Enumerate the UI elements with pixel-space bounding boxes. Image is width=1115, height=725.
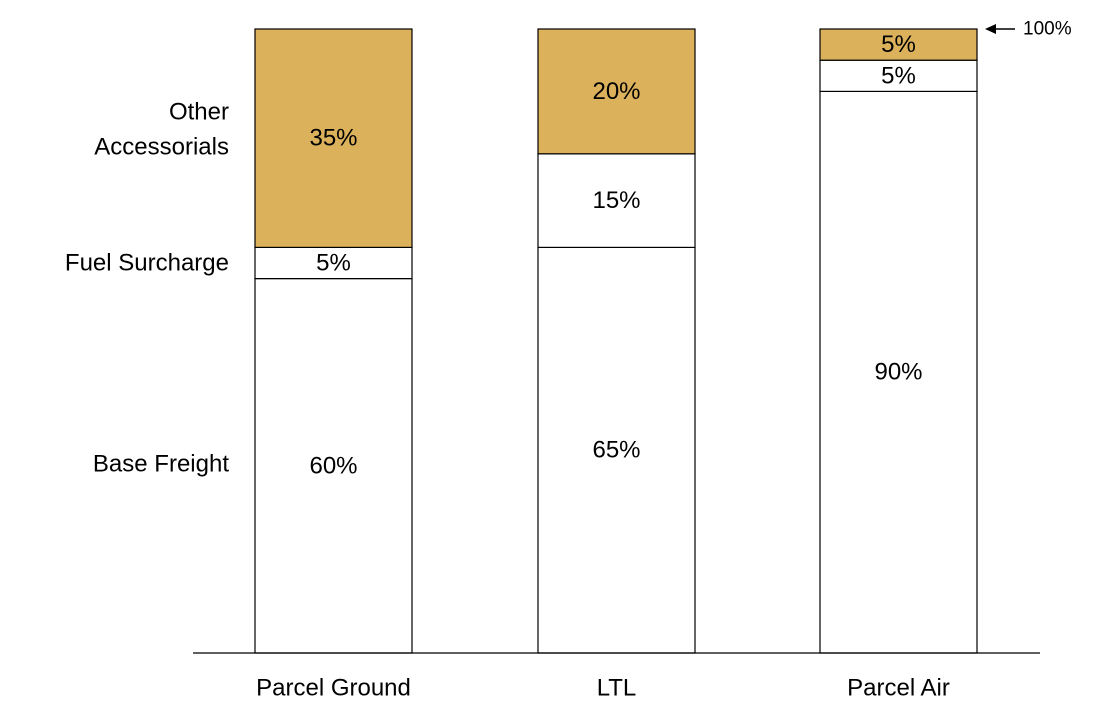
series-labels-group: Base Freight Fuel Surcharge Other Accessori… bbox=[65, 98, 229, 477]
category-label-ltl: LTL bbox=[597, 675, 637, 702]
segment-labels-group: 60% 5% 35% 65% 15% 20% 90% 5% 5% bbox=[309, 31, 922, 479]
bar-segment-parcel-ground-base-freight bbox=[254, 278, 413, 654]
bar-segment-ltl-base-freight bbox=[537, 246, 696, 654]
data-label-parcel-air-base-freight: 90% bbox=[874, 359, 922, 386]
data-label-ltl-other-accessorials: 20% bbox=[592, 78, 640, 105]
bar-segment-ltl-fuel-surcharge bbox=[537, 153, 696, 249]
category-labels-group: Parcel Ground LTL Parcel Air bbox=[256, 675, 950, 702]
bar-segment-ltl-other-accessorials bbox=[537, 28, 696, 155]
annotation-arrow-head bbox=[985, 24, 996, 34]
data-label-parcel-air-other-accessorials: 5% bbox=[881, 31, 916, 58]
data-label-ltl-base-freight: 65% bbox=[592, 437, 640, 464]
bar-segment-parcel-air-fuel-surcharge bbox=[819, 59, 978, 93]
series-label-base-freight: Base Freight bbox=[93, 450, 229, 477]
data-label-parcel-ground-fuel-surcharge: 5% bbox=[316, 250, 351, 277]
data-label-parcel-ground-base-freight: 60% bbox=[309, 452, 357, 479]
data-label-parcel-ground-other-accessorials: 35% bbox=[309, 125, 357, 152]
category-label-parcel-ground: Parcel Ground bbox=[256, 675, 411, 702]
data-label-ltl-fuel-surcharge: 15% bbox=[592, 187, 640, 214]
bar-segment-parcel-air-other-accessorials bbox=[819, 28, 978, 61]
data-label-parcel-air-fuel-surcharge: 5% bbox=[881, 62, 916, 89]
series-label-other-accessorials: Other Accessorials bbox=[94, 98, 229, 160]
annotation-group: 100% bbox=[985, 19, 1072, 40]
bars-group bbox=[254, 28, 978, 654]
series-label-fuel-surcharge: Fuel Surcharge bbox=[65, 250, 229, 277]
bar-segment-parcel-ground-fuel-surcharge bbox=[254, 246, 413, 280]
annotation-label: 100% bbox=[1023, 19, 1072, 40]
bar-segment-parcel-air-base-freight bbox=[819, 90, 978, 654]
bar-segment-parcel-ground-other-accessorials bbox=[254, 28, 413, 248]
category-label-parcel-air: Parcel Air bbox=[847, 675, 950, 702]
